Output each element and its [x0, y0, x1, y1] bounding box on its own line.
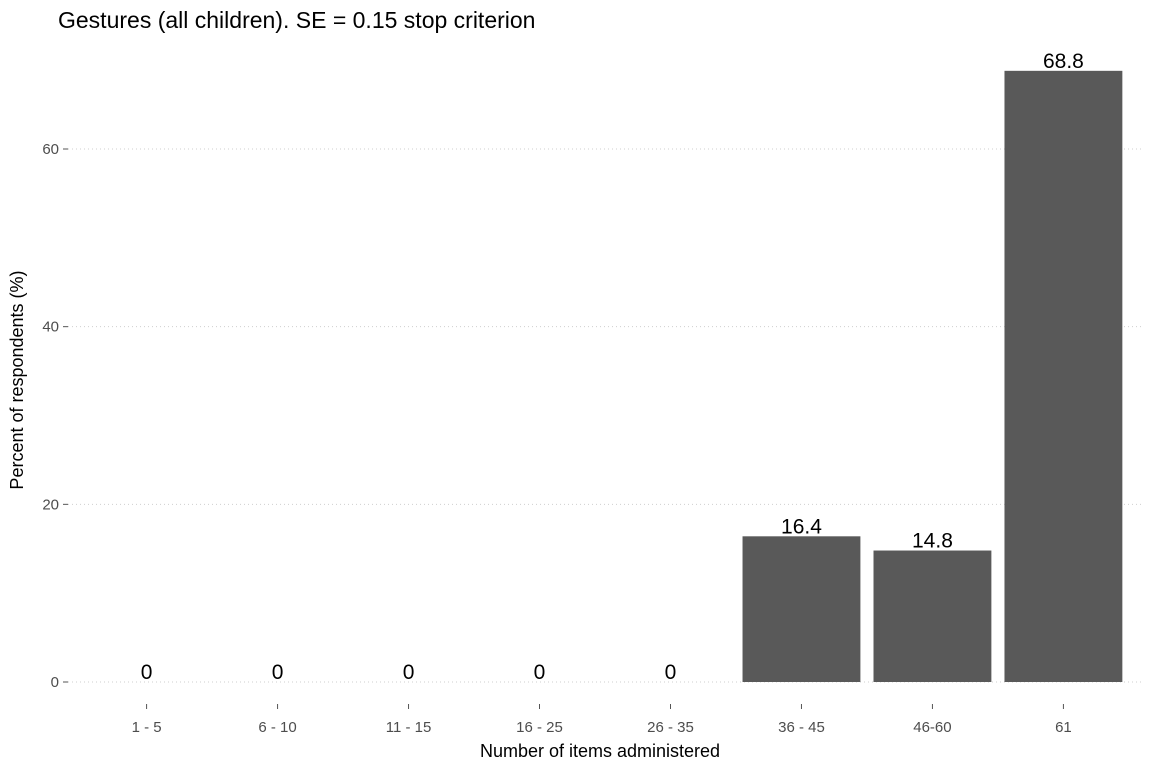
- bar-7: [1004, 70, 1123, 683]
- bar-value-labels: 0 0 0 0 0 16.4 14.8 68.8: [141, 50, 1084, 684]
- bar-6: [873, 550, 992, 682]
- y-axis: 0 20 40 60: [42, 141, 68, 691]
- bar-value-label-2: 0: [403, 661, 415, 684]
- bar-value-label-6: 14.8: [912, 530, 953, 553]
- bar-value-label-3: 0: [534, 661, 546, 684]
- y-tick-label-40: 40: [42, 319, 59, 336]
- bars: [742, 70, 1123, 683]
- x-axis-title: Number of items administered: [480, 741, 720, 761]
- bar-value-label-5: 16.4: [781, 515, 822, 538]
- x-axis: 1 - 5 6 - 10 11 - 15 16 - 25 26 - 35 36 - 45 4…: [132, 704, 1072, 736]
- bar-value-label-0: 0: [141, 661, 153, 684]
- y-tick-label-60: 60: [42, 141, 59, 158]
- chart-title: Gestures (all children). SE = 0.15 stop …: [58, 7, 535, 33]
- y-tick-label-20: 20: [42, 496, 59, 513]
- bar-value-label-1: 0: [272, 661, 284, 684]
- x-tick-label-4: 26 - 35: [647, 719, 694, 736]
- x-tick-label-6: 46-60: [913, 719, 951, 736]
- x-tick-label-3: 16 - 25: [516, 719, 563, 736]
- x-tick-label-0: 1 - 5: [132, 719, 162, 736]
- gridlines: [68, 148, 1142, 683]
- y-tick-label-0: 0: [51, 674, 59, 691]
- bar-5: [742, 536, 861, 682]
- x-tick-label-7: 61: [1055, 719, 1072, 736]
- bar-value-label-7: 68.8: [1043, 50, 1084, 73]
- y-axis-title: Percent of respondents (%): [7, 270, 27, 489]
- bar-value-label-4: 0: [665, 661, 677, 684]
- x-tick-label-1: 6 - 10: [258, 719, 296, 736]
- x-tick-label-5: 36 - 45: [778, 719, 825, 736]
- x-tick-label-2: 11 - 15: [386, 719, 432, 736]
